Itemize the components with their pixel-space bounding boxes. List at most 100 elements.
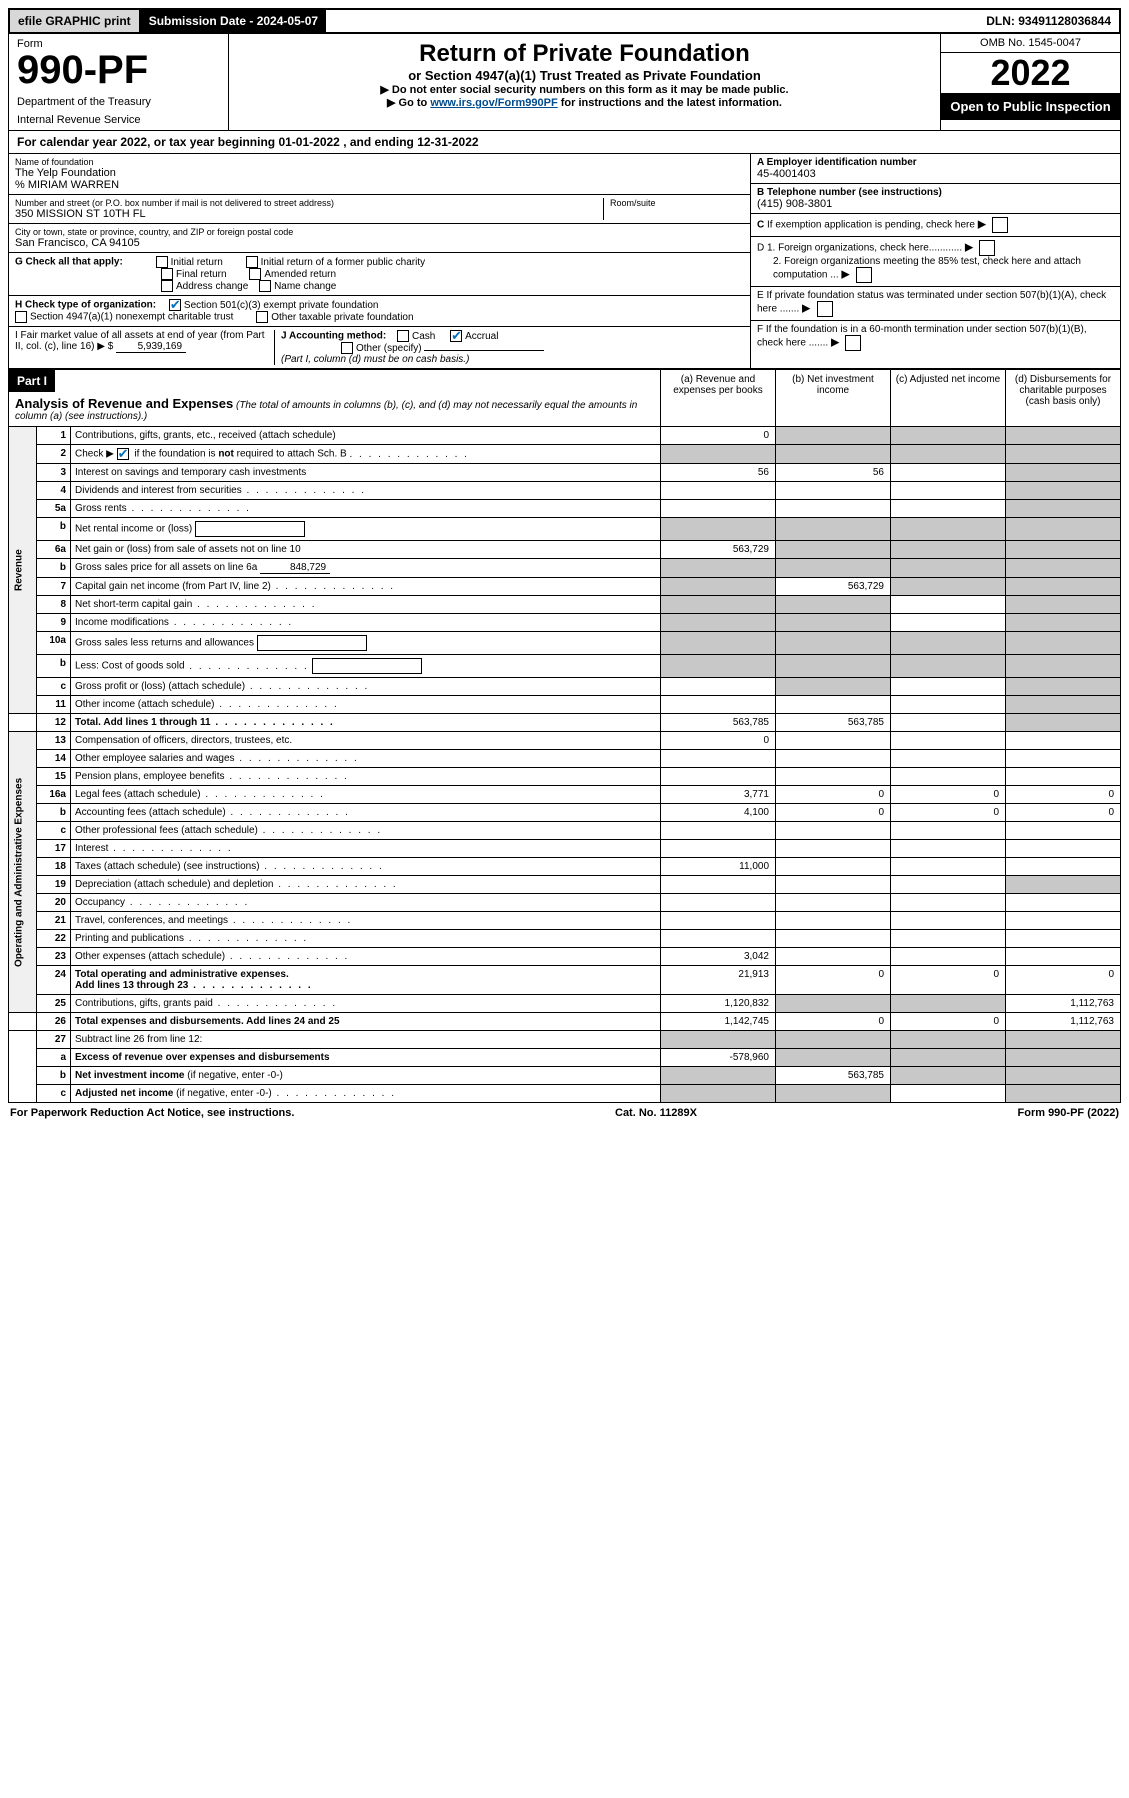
section-c: C C If exemption application is pending,… [751, 214, 1120, 237]
r27b-num: b [37, 1067, 71, 1085]
checkbox-c[interactable] [992, 217, 1008, 233]
city-label: City or town, state or province, country… [15, 227, 744, 237]
r1-label: Contributions, gifts, grants, etc., rece… [71, 427, 661, 445]
r6b-label: Gross sales price for all assets on line… [71, 559, 661, 578]
r19-b [776, 876, 891, 894]
r6b-num: b [37, 559, 71, 578]
r12-label: Total. Add lines 1 through 11 [71, 714, 661, 732]
r25-b [776, 995, 891, 1013]
r19-d [1006, 876, 1121, 894]
row-27b: bNet investment income (if negative, ent… [9, 1067, 1121, 1085]
r24-num: 24 [37, 966, 71, 995]
r12-b: 563,785 [776, 714, 891, 732]
g-opt-5: Name change [274, 281, 336, 292]
r1-a: 0 [661, 427, 776, 445]
header-middle: Return of Private Foundation or Section … [229, 34, 940, 130]
row-27: 27Subtract line 26 from line 12: [9, 1031, 1121, 1049]
r20-num: 20 [37, 894, 71, 912]
checkbox-d2[interactable] [856, 267, 872, 283]
r2-a [661, 445, 776, 464]
r23-num: 23 [37, 948, 71, 966]
efile-print-button[interactable]: efile GRAPHIC print [10, 10, 141, 32]
r14-b [776, 750, 891, 768]
r16b-label: Accounting fees (attach schedule) [71, 804, 661, 822]
row-6a: 6a Net gain or (loss) from sale of asset… [9, 541, 1121, 559]
street-address: 350 MISSION ST 10TH FL [15, 208, 603, 220]
r11-b [776, 696, 891, 714]
row-12: 12 Total. Add lines 1 through 11 563,785… [9, 714, 1121, 732]
r13-label: Compensation of officers, directors, tru… [71, 732, 661, 750]
checkbox-f[interactable] [845, 335, 861, 351]
r24-label: Total operating and administrative expen… [71, 966, 661, 995]
r10a-b [776, 632, 891, 655]
r20-a [661, 894, 776, 912]
r5b-num: b [37, 518, 71, 541]
r1-d [1006, 427, 1121, 445]
checkbox-final-return[interactable] [161, 268, 173, 280]
r12-d [1006, 714, 1121, 732]
row-9: 9 Income modifications [9, 614, 1121, 632]
r14-num: 14 [37, 750, 71, 768]
r3-label: Interest on savings and temporary cash i… [71, 464, 661, 482]
checkbox-501c3[interactable] [169, 299, 181, 311]
checkbox-name-change[interactable] [259, 280, 271, 292]
r27b-label: Net investment income (if negative, ente… [71, 1067, 661, 1085]
g-label: G Check all that apply: [15, 257, 123, 268]
checkbox-4947a1[interactable] [15, 311, 27, 323]
r19-a [661, 876, 776, 894]
checkbox-cash[interactable] [397, 330, 409, 342]
irs-link[interactable]: www.irs.gov/Form990PF [430, 97, 557, 109]
r4-c [891, 482, 1006, 500]
r27c-c [891, 1085, 1006, 1103]
checkbox-initial-return[interactable] [156, 256, 168, 268]
room-label: Room/suite [610, 198, 744, 208]
r21-num: 21 [37, 912, 71, 930]
checkbox-accrual[interactable] [450, 330, 462, 342]
row-27a: aExcess of revenue over expenses and dis… [9, 1049, 1121, 1067]
r5a-a [661, 500, 776, 518]
r25-a: 1,120,832 [661, 995, 776, 1013]
r17-b [776, 840, 891, 858]
h-opt-1: Section 501(c)(3) exempt private foundat… [184, 300, 379, 311]
col-a-header: (a) Revenue and expenses per books [661, 370, 776, 427]
r27-num: 27 [37, 1031, 71, 1049]
r8-b [776, 596, 891, 614]
r21-b [776, 912, 891, 930]
checkbox-sch-b[interactable] [117, 448, 129, 460]
r18-a: 11,000 [661, 858, 776, 876]
row-17: 17Interest [9, 840, 1121, 858]
dept-irs: Internal Revenue Service [17, 114, 220, 126]
r10a-label: Gross sales less returns and allowances [71, 632, 661, 655]
d1-label: D 1. Foreign organizations, check here..… [757, 243, 962, 254]
checkbox-other-method[interactable] [341, 342, 353, 354]
form-subtitle: or Section 4947(a)(1) Trust Treated as P… [239, 68, 930, 83]
checkbox-amended[interactable] [249, 268, 261, 280]
g-opt-4: Address change [176, 281, 248, 292]
r7-num: 7 [37, 578, 71, 596]
j-other: Other (specify) [356, 343, 422, 354]
r6a-c [891, 541, 1006, 559]
r4-num: 4 [37, 482, 71, 500]
checkbox-d1[interactable] [979, 240, 995, 256]
header-right: OMB No. 1545-0047 2022 Open to Public In… [940, 34, 1120, 130]
r26-side [9, 1013, 37, 1031]
r16b-c: 0 [891, 804, 1006, 822]
r18-num: 18 [37, 858, 71, 876]
checkbox-other-taxable[interactable] [256, 311, 268, 323]
col-b-header: (b) Net investment income [776, 370, 891, 427]
r10a-inline-box [257, 635, 367, 651]
row-2: 2 Check ▶ if the foundation is not requi… [9, 445, 1121, 464]
r6a-b [776, 541, 891, 559]
r16b-b: 0 [776, 804, 891, 822]
r27-d [1006, 1031, 1121, 1049]
r7-b: 563,729 [776, 578, 891, 596]
r24-a: 21,913 [661, 966, 776, 995]
checkbox-address-change[interactable] [161, 280, 173, 292]
r22-b [776, 930, 891, 948]
r1-b [776, 427, 891, 445]
r10b-inline-box [312, 658, 422, 674]
r15-d [1006, 768, 1121, 786]
checkbox-initial-former[interactable] [246, 256, 258, 268]
checkbox-e[interactable] [817, 301, 833, 317]
r18-b [776, 858, 891, 876]
